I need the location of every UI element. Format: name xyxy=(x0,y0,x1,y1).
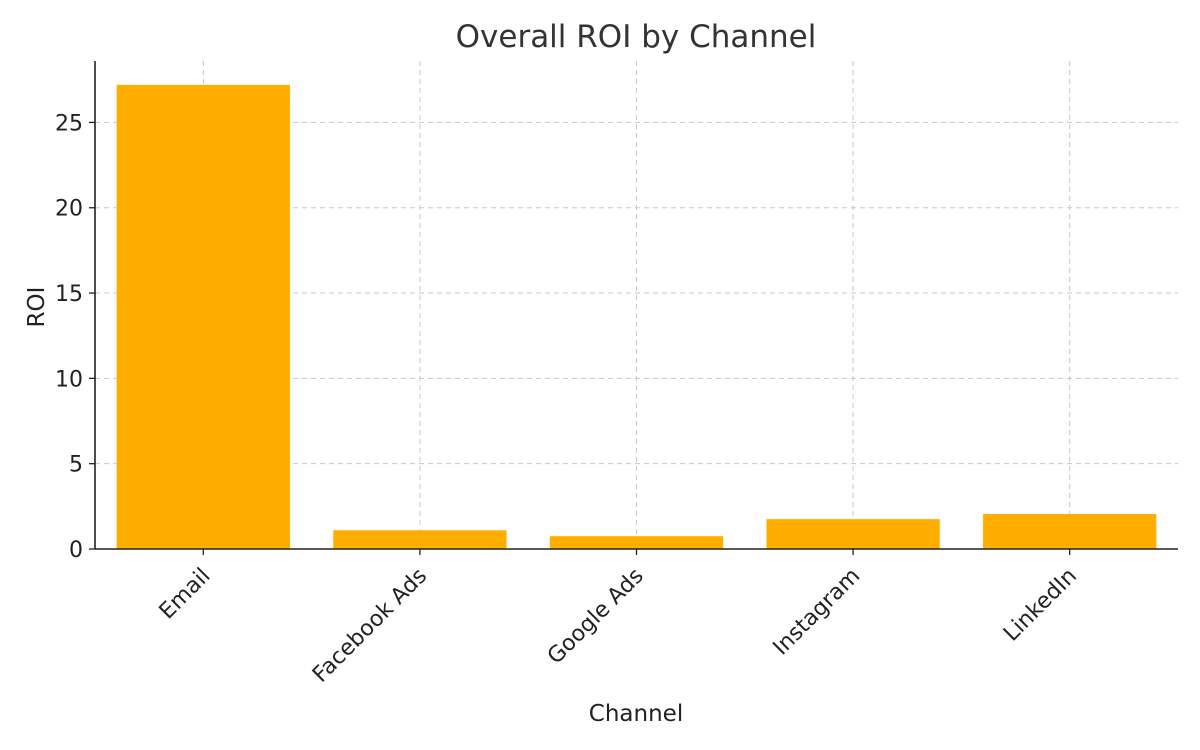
y-tick-label: 20 xyxy=(55,197,83,222)
x-tick-label: LinkedIn xyxy=(999,564,1082,647)
chart-title: Overall ROI by Channel xyxy=(456,19,817,55)
bar xyxy=(983,514,1156,549)
bar xyxy=(766,519,939,549)
y-tick-label: 5 xyxy=(69,453,83,478)
x-tick-label: Google Ads xyxy=(543,564,649,670)
bar xyxy=(333,530,506,549)
y-axis-label: ROI xyxy=(24,287,50,328)
bar xyxy=(550,536,723,549)
y-tick-label: 15 xyxy=(55,282,83,307)
y-axis-ticks: 0 5 10 15 20 25 xyxy=(55,111,95,563)
y-tick-label: 10 xyxy=(55,367,83,392)
bar xyxy=(117,85,290,549)
y-tick-label: 0 xyxy=(69,538,83,563)
y-tick-label: 25 xyxy=(55,111,83,136)
x-tick-label: Facebook Ads xyxy=(308,564,432,688)
x-tick-label: Instagram xyxy=(769,564,866,661)
x-axis-label: Channel xyxy=(589,701,683,727)
x-tick-label: Email xyxy=(155,564,216,625)
x-axis-ticks: Email Facebook Ads Google Ads Instagram Link… xyxy=(155,549,1082,688)
